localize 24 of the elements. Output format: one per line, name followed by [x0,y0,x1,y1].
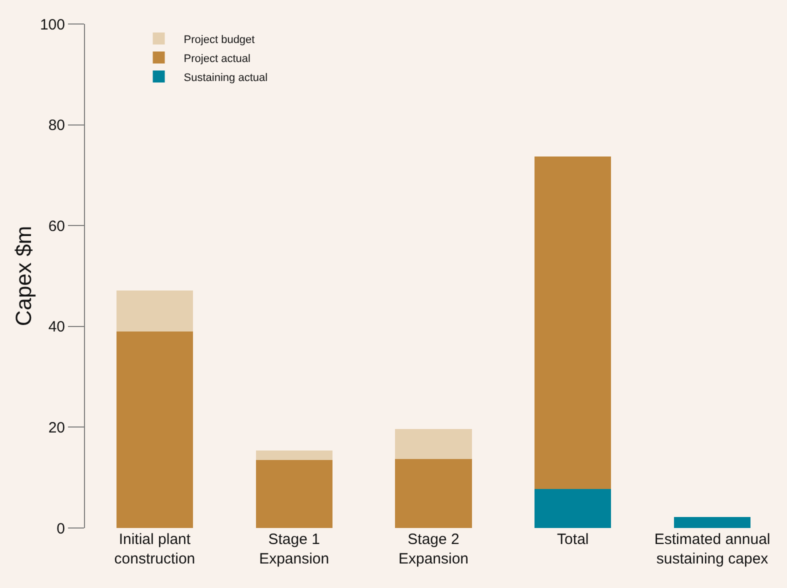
x-tick-label: Estimated annual sustaining capex [654,531,770,568]
legend-label: Project budget [184,34,255,46]
bar [395,458,472,528]
legend-label: Project actual [184,52,250,65]
bar [395,429,472,459]
legend-label: Sustaining actual [184,72,268,84]
x-tick-label: Initial plant construction [114,531,196,568]
bar [256,460,332,528]
y-axis-title: Capex $m [11,226,36,326]
y-tick-label: 60 [48,218,65,235]
y-tick-label: 40 [48,318,65,336]
bar [674,516,751,528]
y-tick-label: 80 [48,117,65,134]
y-tick-label: 20 [48,419,65,436]
x-tick-label: Stage 1 Expansion [259,531,330,568]
bar [116,331,194,528]
bar [534,156,612,490]
y-tick-label: 0 [56,520,65,538]
x-tick-label: Stage 2 Expansion [398,531,469,568]
bar [534,489,612,528]
x-tick-label: Total [557,531,589,548]
y-tick-label: 100 [40,16,65,34]
bar [256,450,332,460]
bar [116,290,194,332]
